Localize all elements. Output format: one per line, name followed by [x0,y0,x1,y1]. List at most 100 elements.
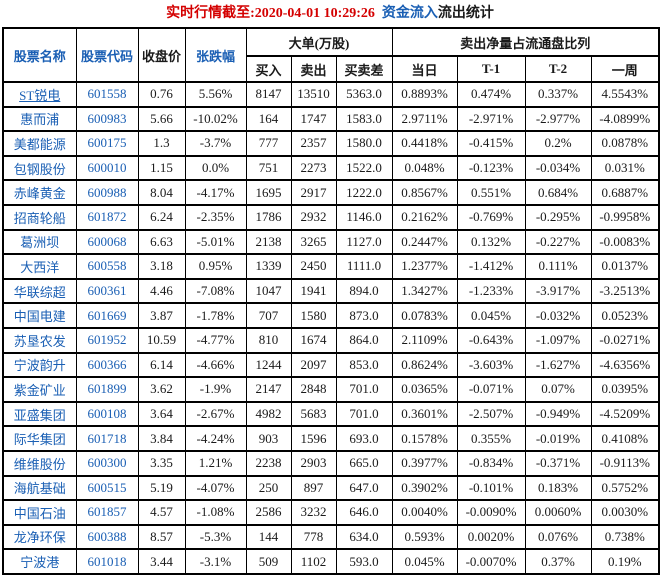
change-pct-cell: -1.08% [184,499,247,526]
stock-code-cell: 601718 [75,425,139,452]
today-pct-cell: 0.1578% [391,425,458,452]
today-pct-cell: 0.3902% [391,474,458,502]
stock-name-cell[interactable]: 亚盛集团 [2,400,77,428]
stock-name-cell[interactable]: 宁波韵升 [2,351,77,379]
table-row: 招商轮船 601872 6.24 -2.35% 1786 2932 1146.0 0.2162… [2,203,660,231]
buy-cell: 1244 [245,351,292,379]
table-row: 包钢股份 600010 1.15 0.0% 751 2273 1522.0 0.048% -0.… [2,154,660,182]
stock-code-cell: 600068 [75,228,139,256]
sell-cell: 3232 [290,499,337,526]
col-group-sell-net-ratio: 卖出净量占流通盘比列 [391,27,660,57]
stock-name-cell[interactable]: 葛洲坝 [2,228,77,256]
t1-pct-cell: -3.603% [456,351,526,379]
today-pct-cell: 0.2162% [391,203,458,231]
buy-sell-diff-cell: 1583.0 [335,105,393,133]
table-row: 紫金矿业 601899 3.62 -1.9% 2147 2848 701.0 0.0365% -… [2,376,660,403]
t2-pct-cell: -2.977% [524,105,592,133]
change-pct-cell: 0.95% [184,253,247,280]
close-price-cell: 0.76 [137,81,186,108]
week-pct-cell: 0.5752% [590,474,660,502]
buy-cell: 2238 [245,449,292,477]
stock-name-cell[interactable]: 美都能源 [2,130,77,157]
col-header-buy-sell-diff: 买卖差 [335,55,393,83]
today-pct-cell: 2.1109% [391,326,458,354]
stock-code-cell: 600558 [75,253,139,280]
stock-name-cell[interactable]: 维维股份 [2,449,77,477]
title-timestamp: 实时行情截至:2020-04-01 10:29:26 [166,6,375,21]
buy-cell: 2147 [245,376,292,403]
today-pct-cell: 0.045% [391,548,458,575]
stock-name-cell[interactable]: 华联综超 [2,277,77,305]
stock-name-cell[interactable]: 海航基础 [2,474,77,502]
t1-pct-cell: -0.0090% [456,499,526,526]
sell-cell: 2848 [290,376,337,403]
t2-pct-cell: -3.917% [524,277,592,305]
buy-cell: 751 [245,154,292,182]
t1-pct-cell: 0.132% [456,228,526,256]
stock-name-cell[interactable]: 中国石油 [2,499,77,526]
week-pct-cell: -0.9113% [590,449,660,477]
col-header-stock-name: 股票名称 [2,27,77,83]
stock-name-cell[interactable]: 龙净环保 [2,523,77,551]
stock-name-cell[interactable]: 苏垦农发 [2,326,77,354]
t2-pct-cell: -0.295% [524,203,592,231]
stock-name-cell[interactable]: 赤峰黄金 [2,179,77,206]
stock-name-cell[interactable]: 际华集团 [2,425,77,452]
today-pct-cell: 0.0040% [391,499,458,526]
stock-code-cell: 600983 [75,105,139,133]
buy-cell: 2138 [245,228,292,256]
stock-name-cell[interactable]: 中国电建 [2,302,77,329]
col-header-change-pct: 张跌幅 [184,27,247,83]
close-price-cell: 3.18 [137,253,186,280]
stock-name-cell[interactable]: 紫金矿业 [2,376,77,403]
t2-pct-cell: 0.684% [524,179,592,206]
table-row: 苏垦农发 601952 10.59 -4.77% 810 1674 864.0 2.1109%… [2,326,660,354]
stock-code-cell: 601018 [75,548,139,575]
t2-pct-cell: -1.097% [524,326,592,354]
stock-code-cell: 601899 [75,376,139,403]
stock-name-cell[interactable]: 宁波港 [2,548,77,575]
change-pct-cell: -1.9% [184,376,247,403]
table-row: 葛洲坝 600068 6.63 -5.01% 2138 3265 1127.0 0.2447%… [2,228,660,256]
sell-cell: 897 [290,474,337,502]
buy-sell-diff-cell: 665.0 [335,449,393,477]
stock-code-cell: 600515 [75,474,139,502]
buy-sell-diff-cell: 1222.0 [335,179,393,206]
week-pct-cell: -0.0271% [590,326,660,354]
table-row: 龙净环保 600388 8.57 -5.3% 144 778 634.0 0.593% 0.00… [2,523,660,551]
change-pct-cell: -10.02% [184,105,247,133]
buy-sell-diff-cell: 1522.0 [335,154,393,182]
buy-sell-diff-cell: 1127.0 [335,228,393,256]
stock-name-cell[interactable]: ST锐电 [2,81,77,108]
buy-cell: 8147 [245,81,292,108]
buy-cell: 1339 [245,253,292,280]
t1-pct-cell: 0.0020% [456,523,526,551]
buy-cell: 1786 [245,203,292,231]
today-pct-cell: 0.593% [391,523,458,551]
week-pct-cell: 0.4108% [590,425,660,452]
stock-name-cell[interactable]: 包钢股份 [2,154,77,182]
table-body: ST锐电 601558 0.76 5.56% 8147 13510 5363.0 0.8893… [2,81,660,575]
buy-sell-diff-cell: 647.0 [335,474,393,502]
sell-cell: 2097 [290,351,337,379]
col-header-week: 一周 [590,55,660,83]
today-pct-cell: 1.3427% [391,277,458,305]
stock-name-cell[interactable]: 惠而浦 [2,105,77,133]
stock-code-cell: 600988 [75,179,139,206]
close-price-cell: 10.59 [137,326,186,354]
stock-name-cell[interactable]: 大西洋 [2,253,77,280]
today-pct-cell: 0.0365% [391,376,458,403]
t1-pct-cell: 0.474% [456,81,526,108]
t1-pct-cell: -1.233% [456,277,526,305]
buy-sell-diff-cell: 593.0 [335,548,393,575]
t1-pct-cell: -2.971% [456,105,526,133]
sell-cell: 13510 [290,81,337,108]
buy-sell-diff-cell: 873.0 [335,302,393,329]
sell-cell: 1102 [290,548,337,575]
stock-name-cell[interactable]: 招商轮船 [2,203,77,231]
t2-pct-cell: 0.076% [524,523,592,551]
t1-pct-cell: -1.412% [456,253,526,280]
stock-code-cell: 601857 [75,499,139,526]
buy-cell: 509 [245,548,292,575]
stock-code-cell: 601952 [75,326,139,354]
